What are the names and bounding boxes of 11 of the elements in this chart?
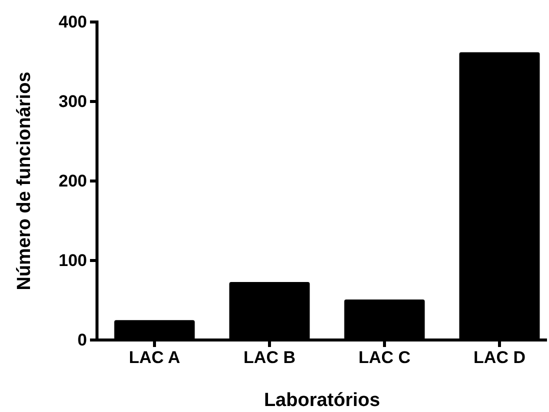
x-tick-label: LAC B (244, 348, 296, 368)
y-tick-label: 300 (58, 92, 87, 111)
y-axis-title: Número de funcionários (14, 72, 35, 290)
x-tick-label: LAC A (128, 348, 180, 368)
x-tick-label: LAC D (474, 348, 526, 368)
y-tick-label: 200 (58, 171, 87, 190)
x-tick-label: LAC C (358, 348, 410, 368)
y-tick-label: 100 (58, 250, 87, 270)
x-axis-title: Laboratórios (264, 390, 380, 411)
y-tick-label: 0 (78, 330, 87, 350)
y-tick-label: 400 (58, 12, 87, 32)
